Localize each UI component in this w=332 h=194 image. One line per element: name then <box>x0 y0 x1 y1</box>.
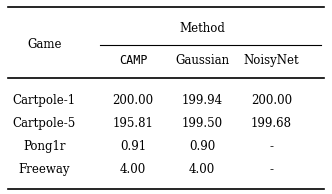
Text: 0.91: 0.91 <box>120 140 146 153</box>
Text: 199.68: 199.68 <box>251 117 292 130</box>
Text: -: - <box>269 163 273 176</box>
Text: Game: Game <box>27 38 61 51</box>
Text: 200.00: 200.00 <box>113 94 154 107</box>
Text: Cartpole-1: Cartpole-1 <box>13 94 76 107</box>
Text: Pong1r: Pong1r <box>23 140 65 153</box>
Text: 199.94: 199.94 <box>182 94 223 107</box>
Text: CAMP: CAMP <box>119 54 147 67</box>
Text: Cartpole-5: Cartpole-5 <box>13 117 76 130</box>
Text: 0.90: 0.90 <box>189 140 215 153</box>
Text: Freeway: Freeway <box>19 163 70 176</box>
Text: 4.00: 4.00 <box>189 163 215 176</box>
Text: 195.81: 195.81 <box>113 117 153 130</box>
Text: Gaussian: Gaussian <box>175 54 229 67</box>
Text: 199.50: 199.50 <box>182 117 223 130</box>
Text: NoisyNet: NoisyNet <box>244 54 299 67</box>
Text: 200.00: 200.00 <box>251 94 292 107</box>
Text: 4.00: 4.00 <box>120 163 146 176</box>
Text: -: - <box>269 140 273 153</box>
Text: Method: Method <box>179 22 225 35</box>
